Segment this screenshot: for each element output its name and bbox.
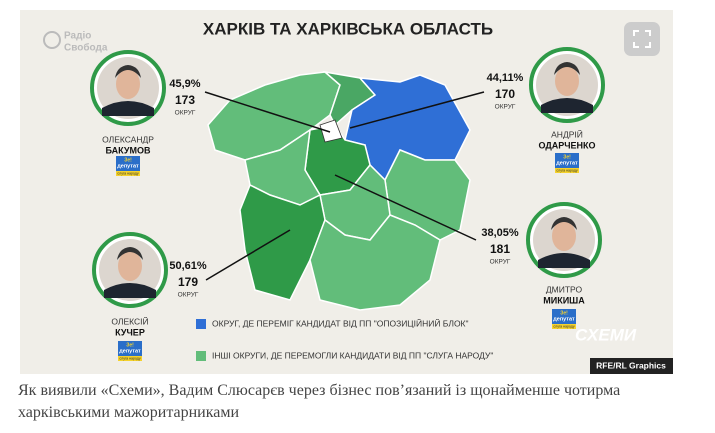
- legend-swatch: [196, 319, 206, 329]
- first-name: ОЛЕКСІЙ: [111, 315, 148, 326]
- suit: [538, 253, 590, 268]
- district: 179: [178, 275, 198, 289]
- legend-label: ОКРУГ, ДЕ ПЕРЕМІГ КАНДИДАТ ВІД ПП "ОПОЗИ…: [212, 317, 469, 328]
- suit: [541, 98, 593, 113]
- first-name: ОЛЕКСАНДР: [102, 134, 154, 144]
- badge-deputy: депутат: [553, 316, 575, 322]
- last-name: КУЧЕР: [115, 327, 145, 337]
- percent: 38,05%: [481, 227, 519, 239]
- fullscreen-button[interactable]: [624, 22, 660, 56]
- legend-swatch: [196, 351, 206, 361]
- face: [118, 251, 142, 281]
- badge-ze: Зе!: [560, 310, 568, 316]
- credit-box: [590, 358, 673, 374]
- badge-deputy: депутат: [556, 160, 578, 166]
- hair: [554, 62, 580, 75]
- badge-deputy: депутат: [117, 163, 139, 169]
- legend-label: ІНШІ ОКРУГИ, ДЕ ПЕРЕМОГЛИ КАНДИДАТИ ВІД …: [212, 350, 493, 360]
- district-label: ОКРУГ: [178, 292, 199, 299]
- last-name: ОДАРЧЕНКО: [538, 140, 595, 150]
- first-name: АНДРІЙ: [551, 128, 583, 139]
- face: [552, 221, 576, 251]
- badge-strip: [116, 171, 140, 176]
- logo-text: Свобода: [64, 42, 108, 54]
- suit: [102, 101, 154, 116]
- badge-ze: Зе!: [563, 154, 571, 160]
- percent: 45,9%: [169, 78, 200, 90]
- caption: Як виявили «Схеми», Вадим Слюсарєв через…: [18, 382, 621, 421]
- district-label: ОКРУГ: [495, 104, 516, 111]
- badge-party: слуга народу: [553, 324, 574, 328]
- badge-ze: Зе!: [126, 342, 134, 348]
- brand: СХЕМИ: [575, 325, 637, 344]
- connector-lines: [204, 91, 485, 281]
- hair: [551, 217, 577, 230]
- badge-party: слуга народу: [556, 168, 577, 172]
- infographic: Радіо Свобода ХАРКІВ ТА ХАРКІВСЬКА ОБЛАС…: [20, 10, 673, 374]
- district-label: ОКРУГ: [175, 110, 196, 117]
- suit: [104, 283, 156, 298]
- district-label: ОКРУГ: [490, 259, 511, 266]
- logo: Радіо Свобода: [43, 31, 108, 54]
- badge-strip: [555, 168, 579, 173]
- district: 181: [490, 242, 510, 256]
- logo-text: Радіо: [64, 31, 91, 42]
- first-name: ДМИТРО: [546, 284, 583, 294]
- badge-strip: [552, 324, 576, 329]
- title: ХАРКІВ ТА ХАРКІВСЬКА ОБЛАСТЬ: [203, 19, 493, 38]
- face: [555, 66, 579, 96]
- face: [116, 69, 140, 99]
- last-name: БАКУМОВ: [106, 145, 151, 155]
- percent: 50,61%: [169, 260, 207, 272]
- credit: RFE/RL Graphics: [596, 360, 666, 370]
- percent: 44,11%: [487, 72, 524, 84]
- badge-party: слуга народу: [117, 171, 138, 175]
- badge-strip: [118, 356, 142, 361]
- district: 170: [495, 87, 515, 101]
- badge-deputy: депутат: [119, 348, 141, 354]
- district: 173: [175, 93, 195, 107]
- badge-ze: Зе!: [124, 157, 132, 163]
- hair: [117, 247, 143, 260]
- hair: [115, 65, 141, 78]
- badge-party: слуга народу: [119, 356, 140, 360]
- last-name: МИКИША: [543, 295, 585, 305]
- map: [207, 70, 471, 311]
